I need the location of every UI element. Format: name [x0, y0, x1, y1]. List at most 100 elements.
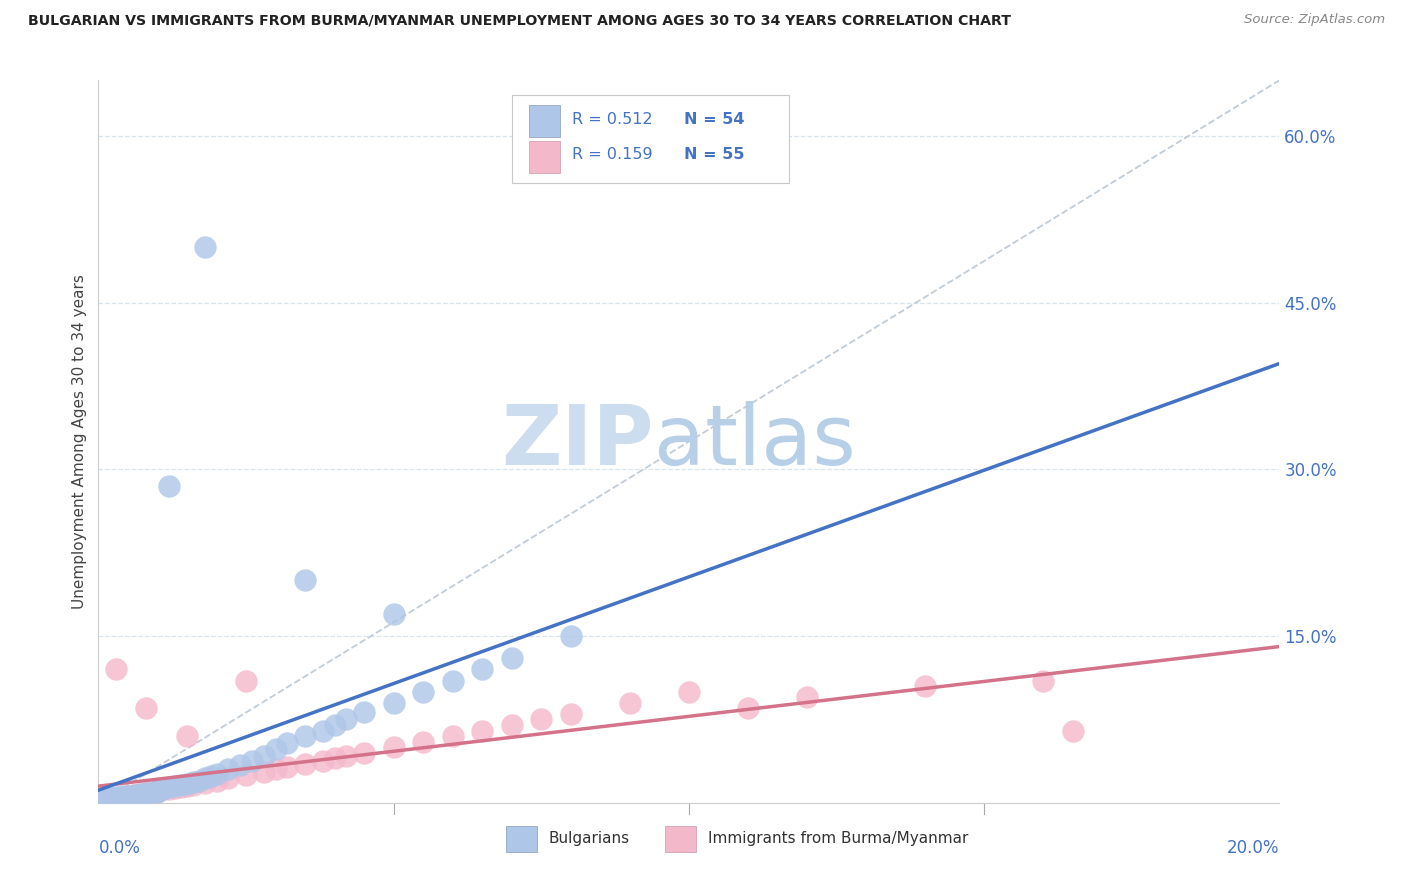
Point	[135, 786, 157, 800]
Point	[105, 662, 128, 676]
Point	[165, 781, 187, 796]
Point	[294, 729, 316, 743]
Text: R = 0.512: R = 0.512	[572, 112, 652, 127]
Point	[382, 740, 405, 755]
Point	[117, 790, 139, 805]
Point	[235, 768, 257, 782]
Point	[530, 713, 553, 727]
Bar	[530, 105, 560, 137]
Point	[111, 789, 134, 804]
Point	[105, 792, 128, 806]
FancyBboxPatch shape	[512, 95, 789, 183]
Point	[796, 690, 818, 705]
Point	[135, 786, 157, 800]
Text: Source: ZipAtlas.com: Source: ZipAtlas.com	[1244, 13, 1385, 27]
Point	[105, 791, 128, 805]
Point	[264, 742, 287, 756]
Point	[98, 794, 121, 808]
Point	[471, 723, 494, 738]
Point	[335, 749, 357, 764]
Point	[194, 240, 217, 254]
Point	[141, 786, 163, 800]
Point	[135, 787, 157, 801]
Point	[157, 780, 180, 795]
Point	[117, 790, 139, 805]
Point	[412, 734, 434, 748]
Point	[235, 673, 257, 688]
Text: Bulgarians: Bulgarians	[548, 831, 630, 847]
Point	[1032, 673, 1054, 688]
Point	[176, 779, 198, 793]
Text: N = 54: N = 54	[685, 112, 745, 127]
Text: N = 55: N = 55	[685, 147, 745, 162]
Point	[312, 723, 335, 738]
Point	[240, 754, 263, 768]
Point	[560, 706, 582, 721]
Point	[382, 696, 405, 710]
Point	[441, 729, 464, 743]
Point	[194, 772, 217, 786]
Point	[217, 772, 239, 786]
Point	[200, 769, 222, 783]
Point	[105, 792, 128, 806]
Point	[93, 795, 115, 809]
Point	[98, 794, 121, 808]
Point	[111, 790, 134, 805]
Point	[122, 788, 145, 802]
Point	[128, 788, 150, 802]
Point	[105, 790, 128, 805]
Point	[441, 673, 464, 688]
Point	[276, 760, 298, 774]
Point	[135, 787, 157, 801]
Point	[323, 718, 346, 732]
Point	[205, 767, 228, 781]
Point	[117, 789, 139, 804]
Point	[382, 607, 405, 621]
Point	[122, 789, 145, 804]
Point	[165, 779, 187, 793]
Point	[146, 783, 169, 797]
Point	[229, 758, 252, 772]
Point	[353, 746, 375, 760]
Point	[501, 651, 523, 665]
Point	[294, 756, 316, 771]
Point	[176, 729, 198, 743]
Bar	[665, 826, 696, 852]
Point	[146, 785, 169, 799]
Point	[501, 718, 523, 732]
Point	[122, 789, 145, 804]
Point	[141, 785, 163, 799]
Point	[187, 773, 209, 788]
Point	[93, 794, 115, 808]
Point	[135, 701, 157, 715]
Point	[914, 679, 936, 693]
Point	[253, 764, 276, 779]
Point	[128, 787, 150, 801]
Point	[294, 574, 316, 588]
Point	[205, 773, 228, 788]
Point	[146, 783, 169, 797]
Y-axis label: Unemployment Among Ages 30 to 34 years: Unemployment Among Ages 30 to 34 years	[72, 274, 87, 609]
Point	[98, 791, 121, 805]
Point	[152, 782, 174, 797]
Point	[217, 763, 239, 777]
Text: ZIP: ZIP	[501, 401, 654, 482]
Point	[737, 701, 759, 715]
Point	[128, 788, 150, 802]
Point	[93, 792, 115, 806]
Text: 20.0%: 20.0%	[1227, 838, 1279, 857]
Bar	[530, 141, 560, 173]
Point	[181, 774, 204, 789]
Point	[117, 789, 139, 804]
Point	[93, 794, 115, 808]
Text: Immigrants from Burma/Myanmar: Immigrants from Burma/Myanmar	[707, 831, 969, 847]
Point	[122, 788, 145, 802]
Bar	[506, 826, 537, 852]
Text: R = 0.159: R = 0.159	[572, 147, 652, 162]
Point	[157, 479, 180, 493]
Point	[152, 782, 174, 797]
Point	[111, 791, 134, 805]
Point	[157, 782, 180, 797]
Point	[1062, 723, 1084, 738]
Point	[128, 787, 150, 801]
